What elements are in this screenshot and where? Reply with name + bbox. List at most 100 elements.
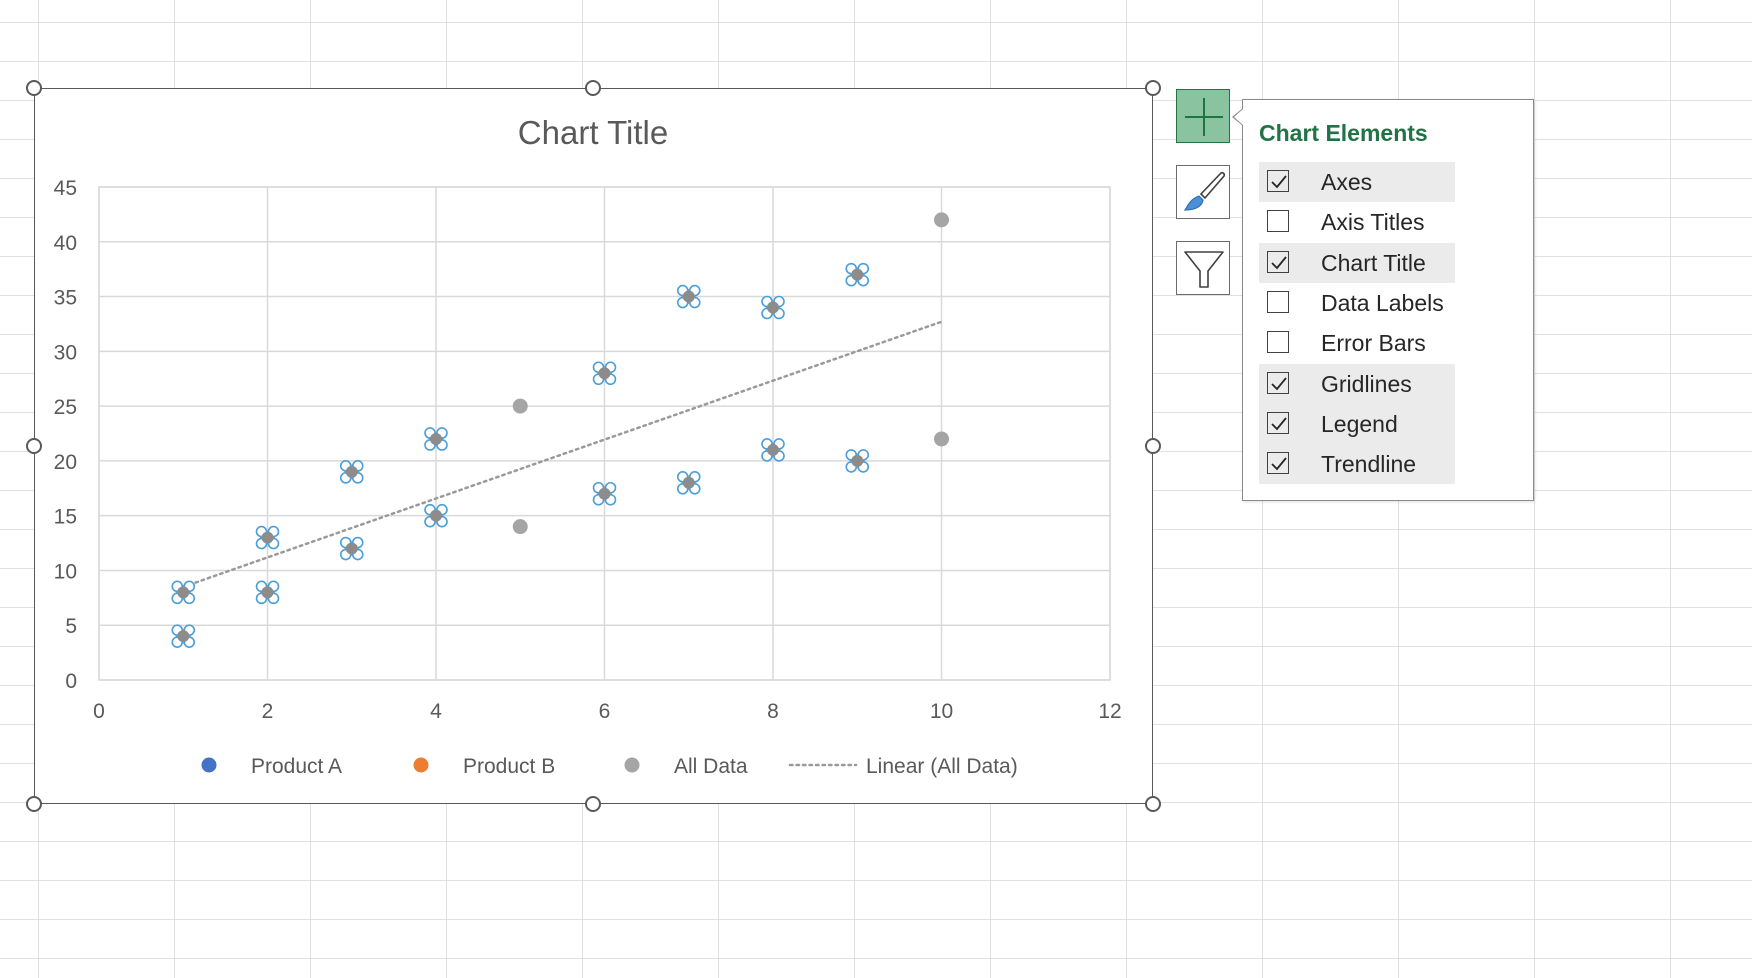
resize-handle-bottom-center[interactable] bbox=[585, 796, 601, 812]
resize-handle-top-left[interactable] bbox=[26, 80, 42, 96]
selected-point-handles[interactable] bbox=[339, 536, 364, 561]
panel-item-label: Axis Titles bbox=[1321, 209, 1425, 236]
selected-point-handles[interactable] bbox=[424, 503, 448, 528]
data-point-product-b[interactable] bbox=[430, 509, 442, 522]
data-point-product-a[interactable] bbox=[345, 465, 358, 478]
resize-handle-top-right[interactable] bbox=[1145, 80, 1161, 96]
axes-checkbox[interactable] bbox=[1267, 170, 1289, 192]
chart-elements-panel: Chart Elements Axes Axis Titles Chart Titl… bbox=[1242, 99, 1534, 501]
selected-point-handles[interactable] bbox=[171, 580, 196, 605]
data-point-product-a[interactable] bbox=[851, 268, 864, 281]
x-tick-label: 6 bbox=[599, 700, 611, 723]
selected-point-handles[interactable] bbox=[845, 262, 870, 287]
chart-filters-button[interactable] bbox=[1176, 241, 1230, 295]
legend-label-linear-all-data[interactable]: Linear (All Data) bbox=[866, 755, 1018, 778]
data-labels-checkbox[interactable] bbox=[1267, 290, 1289, 313]
resize-handle-bottom-left[interactable] bbox=[26, 796, 42, 812]
selected-point-handles[interactable] bbox=[255, 525, 280, 550]
legend-checkbox[interactable] bbox=[1267, 411, 1289, 434]
data-point-product-a[interactable] bbox=[767, 301, 779, 314]
x-tick-label: 10 bbox=[930, 700, 953, 723]
selected-point-handles[interactable] bbox=[339, 460, 364, 484]
legend-label-product-b[interactable]: Product B bbox=[463, 755, 555, 778]
x-tick-label: 0 bbox=[93, 700, 105, 723]
legend-label-product-a[interactable]: Product A bbox=[251, 755, 342, 778]
resize-handle-middle-right[interactable] bbox=[1145, 438, 1161, 454]
paintbrush-icon bbox=[1183, 171, 1226, 211]
data-point-product-b[interactable] bbox=[767, 443, 779, 456]
gridlines-checkbox[interactable] bbox=[1267, 371, 1289, 394]
selected-point-handles[interactable] bbox=[845, 449, 870, 473]
funnel-icon bbox=[1184, 251, 1224, 288]
data-point-product-a[interactable] bbox=[430, 432, 442, 445]
panel-item-label: Legend bbox=[1321, 410, 1398, 437]
panel-item-label: Trendline bbox=[1321, 451, 1417, 478]
axis-titles-checkbox[interactable] bbox=[1267, 210, 1289, 233]
x-tick-label: 2 bbox=[262, 700, 274, 723]
selected-point-handles[interactable] bbox=[761, 295, 785, 320]
legend-label-all-data[interactable]: All Data bbox=[674, 755, 748, 778]
check-icon bbox=[1271, 417, 1287, 431]
data-point-product-b[interactable] bbox=[598, 487, 611, 500]
panel-item-label: Gridlines bbox=[1321, 370, 1412, 397]
data-point-product-b[interactable] bbox=[345, 542, 358, 555]
y-tick-label: 20 bbox=[54, 451, 77, 474]
selected-point-handles[interactable] bbox=[592, 481, 617, 506]
y-tick-label: 0 bbox=[65, 670, 77, 693]
panel-item-trendline[interactable]: Trendline bbox=[1259, 444, 1455, 485]
panel-item-chart-title[interactable]: Chart Title bbox=[1259, 242, 1455, 283]
data-point-product-a[interactable] bbox=[261, 531, 274, 544]
y-tick-label: 45 bbox=[54, 177, 77, 200]
y-tick-label: 15 bbox=[54, 506, 77, 529]
data-point-all-data[interactable] bbox=[934, 431, 949, 447]
data-point-product-a[interactable] bbox=[177, 586, 190, 599]
check-icon bbox=[1271, 376, 1287, 390]
check-icon bbox=[1271, 256, 1287, 269]
y-tick-label: 10 bbox=[54, 560, 77, 583]
data-point-product-b[interactable] bbox=[682, 476, 695, 489]
data-point-product-b[interactable] bbox=[177, 630, 190, 643]
error-bars-checkbox[interactable] bbox=[1267, 331, 1289, 354]
selected-point-handles[interactable] bbox=[171, 624, 196, 648]
x-tick-label: 4 bbox=[430, 700, 442, 723]
x-tick-label: 12 bbox=[1098, 700, 1121, 723]
selected-point-handles[interactable] bbox=[761, 438, 785, 462]
check-icon bbox=[1271, 457, 1287, 471]
panel-item-label: Error Bars bbox=[1321, 330, 1426, 357]
legend-marker-all-data bbox=[624, 757, 640, 773]
chart-styles-button[interactable] bbox=[1176, 165, 1230, 219]
panel-item-axes[interactable]: Axes bbox=[1259, 162, 1455, 202]
selected-point-handles[interactable] bbox=[592, 361, 617, 386]
panel-item-data-labels[interactable]: Data Labels bbox=[1259, 283, 1455, 323]
panel-item-gridlines[interactable]: Gridlines bbox=[1259, 363, 1455, 404]
data-point-product-a[interactable] bbox=[682, 290, 695, 303]
trendline-checkbox[interactable] bbox=[1267, 452, 1289, 475]
data-point-all-data[interactable] bbox=[934, 212, 949, 228]
chart-title-checkbox[interactable] bbox=[1267, 250, 1289, 273]
plus-icon bbox=[1185, 98, 1223, 136]
panel-item-axis-titles[interactable]: Axis Titles bbox=[1259, 202, 1455, 242]
resize-handle-bottom-right[interactable] bbox=[1145, 796, 1161, 812]
selected-point-handles[interactable] bbox=[255, 580, 280, 605]
resize-handle-middle-left[interactable] bbox=[26, 438, 42, 454]
selected-point-handles[interactable] bbox=[676, 470, 701, 495]
y-tick-label: 30 bbox=[54, 341, 77, 364]
panel-item-label: Chart Title bbox=[1321, 249, 1426, 276]
data-point-product-b[interactable] bbox=[261, 586, 274, 599]
panel-item-legend[interactable]: Legend bbox=[1259, 403, 1455, 444]
chart-title[interactable]: Chart Title bbox=[518, 114, 668, 151]
legend-marker-product-a bbox=[201, 757, 217, 773]
data-point-product-a[interactable] bbox=[598, 367, 611, 380]
trendline-linear[interactable] bbox=[182, 320, 943, 589]
data-point-all-data[interactable] bbox=[512, 519, 528, 535]
y-tick-label: 40 bbox=[54, 232, 77, 255]
chart-area[interactable] bbox=[34, 88, 1153, 804]
data-point-product-b[interactable] bbox=[851, 454, 864, 467]
panel-item-error-bars[interactable]: Error Bars bbox=[1259, 323, 1455, 363]
selected-point-handles[interactable] bbox=[676, 284, 701, 309]
data-point-all-data[interactable] bbox=[512, 398, 528, 414]
selected-point-handles[interactable] bbox=[424, 427, 448, 451]
chart-elements-button[interactable] bbox=[1176, 89, 1230, 143]
resize-handle-top-center[interactable] bbox=[585, 80, 601, 96]
